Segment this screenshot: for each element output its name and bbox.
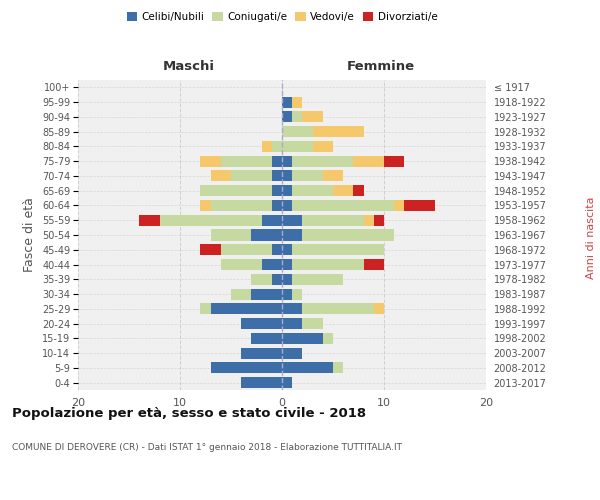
Bar: [313, 126, 364, 137]
Bar: [282, 126, 313, 137]
Bar: [200, 244, 221, 256]
Bar: [231, 288, 251, 300]
Bar: [282, 244, 292, 256]
Bar: [282, 230, 302, 240]
Bar: [251, 274, 272, 285]
Bar: [302, 304, 374, 314]
Bar: [262, 141, 272, 152]
Bar: [384, 156, 404, 166]
Bar: [251, 230, 282, 240]
Bar: [282, 170, 292, 181]
Bar: [200, 185, 272, 196]
Bar: [292, 185, 333, 196]
Bar: [282, 377, 292, 388]
Bar: [302, 230, 394, 240]
Bar: [272, 185, 282, 196]
Bar: [200, 156, 221, 166]
Bar: [333, 185, 353, 196]
Bar: [282, 200, 292, 211]
Bar: [241, 318, 282, 329]
Bar: [374, 214, 384, 226]
Bar: [231, 170, 272, 181]
Text: Popolazione per età, sesso e stato civile - 2018: Popolazione per età, sesso e stato civil…: [12, 408, 366, 420]
Bar: [292, 288, 302, 300]
Bar: [374, 304, 384, 314]
Bar: [292, 200, 394, 211]
Bar: [282, 96, 292, 108]
Bar: [292, 96, 302, 108]
Bar: [364, 259, 384, 270]
Bar: [272, 141, 282, 152]
Bar: [282, 362, 333, 374]
Bar: [292, 259, 364, 270]
Bar: [262, 259, 282, 270]
Bar: [282, 333, 323, 344]
Bar: [323, 170, 343, 181]
Bar: [282, 112, 292, 122]
Bar: [292, 112, 302, 122]
Bar: [272, 200, 282, 211]
Bar: [272, 274, 282, 285]
Bar: [302, 112, 323, 122]
Bar: [364, 214, 374, 226]
Text: Anni di nascita: Anni di nascita: [586, 196, 596, 279]
Bar: [200, 200, 211, 211]
Bar: [272, 244, 282, 256]
Bar: [292, 244, 384, 256]
Bar: [323, 333, 333, 344]
Bar: [282, 288, 292, 300]
Bar: [139, 214, 160, 226]
Y-axis label: Fasce di età: Fasce di età: [23, 198, 37, 272]
Bar: [282, 304, 302, 314]
Bar: [282, 348, 302, 358]
Bar: [211, 304, 282, 314]
Bar: [200, 304, 211, 314]
Text: COMUNE DI DEROVERE (CR) - Dati ISTAT 1° gennaio 2018 - Elaborazione TUTTITALIA.I: COMUNE DI DEROVERE (CR) - Dati ISTAT 1° …: [12, 442, 402, 452]
Legend: Celibi/Nubili, Coniugati/e, Vedovi/e, Divorziati/e: Celibi/Nubili, Coniugati/e, Vedovi/e, Di…: [122, 8, 442, 26]
Bar: [272, 156, 282, 166]
Bar: [251, 333, 282, 344]
Bar: [211, 170, 231, 181]
Bar: [353, 185, 364, 196]
Bar: [211, 230, 251, 240]
Text: Femmine: Femmine: [347, 60, 415, 72]
Bar: [353, 156, 384, 166]
Bar: [404, 200, 435, 211]
Bar: [221, 244, 272, 256]
Bar: [282, 259, 292, 270]
Bar: [272, 170, 282, 181]
Bar: [262, 214, 282, 226]
Bar: [241, 377, 282, 388]
Bar: [292, 274, 343, 285]
Bar: [251, 288, 282, 300]
Bar: [292, 170, 323, 181]
Bar: [302, 318, 323, 329]
Bar: [313, 141, 333, 152]
Bar: [211, 362, 282, 374]
Bar: [282, 318, 302, 329]
Bar: [282, 214, 302, 226]
Bar: [160, 214, 262, 226]
Bar: [302, 214, 364, 226]
Bar: [292, 156, 353, 166]
Bar: [221, 156, 272, 166]
Bar: [282, 274, 292, 285]
Bar: [282, 141, 313, 152]
Bar: [282, 156, 292, 166]
Bar: [282, 185, 292, 196]
Text: Maschi: Maschi: [163, 60, 215, 72]
Bar: [211, 200, 272, 211]
Bar: [333, 362, 343, 374]
Bar: [394, 200, 404, 211]
Bar: [221, 259, 262, 270]
Bar: [241, 348, 282, 358]
